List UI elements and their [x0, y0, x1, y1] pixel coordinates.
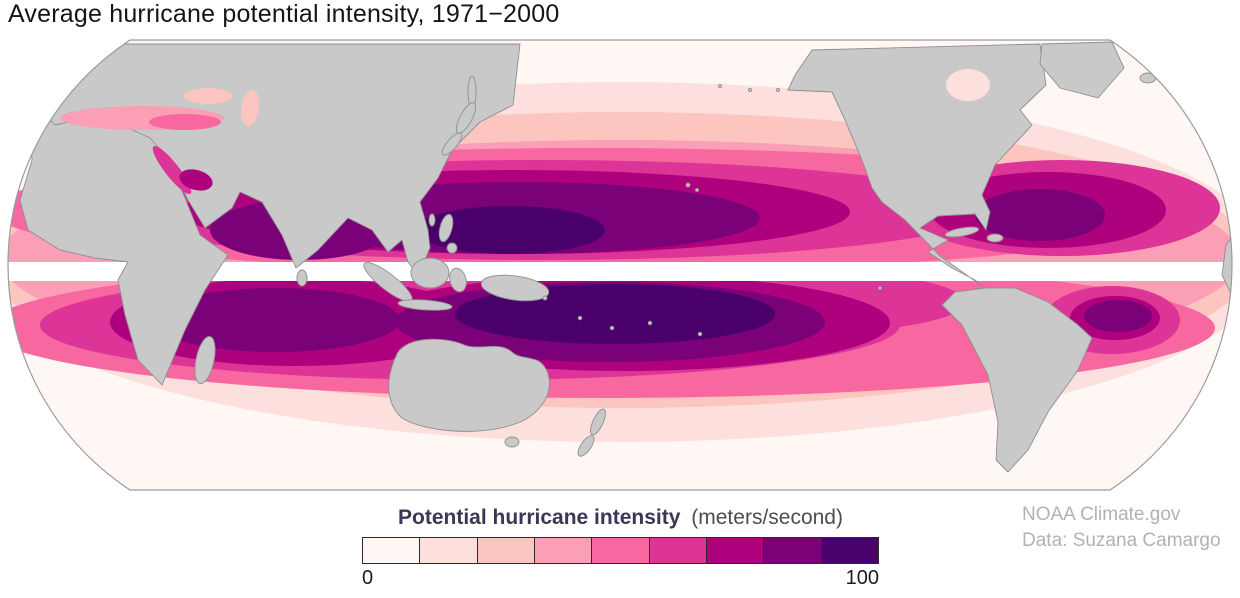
island-borneo [410, 257, 450, 289]
landmass-australia [388, 338, 550, 432]
attribution-credit: Data: Suzana Camargo [1022, 529, 1221, 551]
intensity-contour [415, 206, 605, 254]
legend-swatch [362, 537, 421, 564]
legend-swatch [476, 537, 535, 564]
island-taiwan [428, 213, 436, 227]
island-mindanao [446, 242, 458, 254]
legend-swatch [705, 537, 765, 564]
world-map [7, 39, 1233, 491]
landmass-south-america [941, 287, 1093, 473]
black-sea [184, 88, 232, 104]
legend-max-label: 100 [845, 567, 879, 589]
island-britain [65, 50, 79, 74]
attribution-source: NOAA Climate.gov [1022, 504, 1181, 525]
legend-swatch [533, 537, 593, 564]
page-title: Average hurricane potential intensity, 1… [8, 0, 560, 28]
island-java [397, 299, 453, 311]
island-sri-lanka [296, 269, 308, 287]
island-madagascar [194, 335, 216, 385]
island-japan-south [441, 132, 463, 156]
island-ireland [55, 59, 65, 73]
island-new-guinea [480, 274, 550, 302]
pacific-islands [542, 83, 883, 337]
mediterranean-east [149, 114, 221, 130]
legend-scale-labels: 0 100 [362, 567, 879, 590]
inland-seas [60, 69, 990, 195]
island-sulawesi [449, 267, 467, 293]
landmass-north-america [787, 43, 1047, 289]
island-philippines [438, 213, 454, 243]
island-iceland [1139, 72, 1157, 84]
map-container [0, 30, 1240, 500]
island-tasmania [504, 436, 520, 448]
island-new-zealand-south [577, 435, 595, 457]
attribution: NOAA Climate.gov Data: Suzana Camargo [1022, 502, 1221, 553]
intensity-contour [975, 189, 1105, 241]
equator-band [8, 262, 1232, 281]
legend-swatch [419, 537, 478, 564]
legend-swatch [820, 537, 879, 564]
legend-title-text: Potential hurricane intensity [398, 506, 681, 529]
intensity-contour [1084, 300, 1152, 332]
legend-colorbar [362, 537, 879, 564]
island-hispaniola [986, 233, 1004, 243]
legend-title: Potential hurricane intensity (meters/se… [362, 506, 879, 530]
legend-title-units: (meters/second) [691, 506, 843, 529]
legend-min-label: 0 [362, 567, 374, 589]
legend-swatch [591, 537, 650, 564]
landmass-west-africa-sliver [1221, 224, 1232, 303]
island-cuba [944, 226, 980, 238]
legend-swatch [763, 537, 822, 564]
legend: Potential hurricane intensity (meters/se… [362, 506, 879, 590]
hudson-bay [946, 69, 990, 101]
island-new-zealand-north [590, 408, 606, 436]
caspian-sea [240, 90, 260, 126]
intensity-contour [150, 288, 400, 352]
continents [19, 41, 1232, 473]
legend-swatch [648, 537, 707, 564]
persian-gulf [179, 169, 213, 191]
